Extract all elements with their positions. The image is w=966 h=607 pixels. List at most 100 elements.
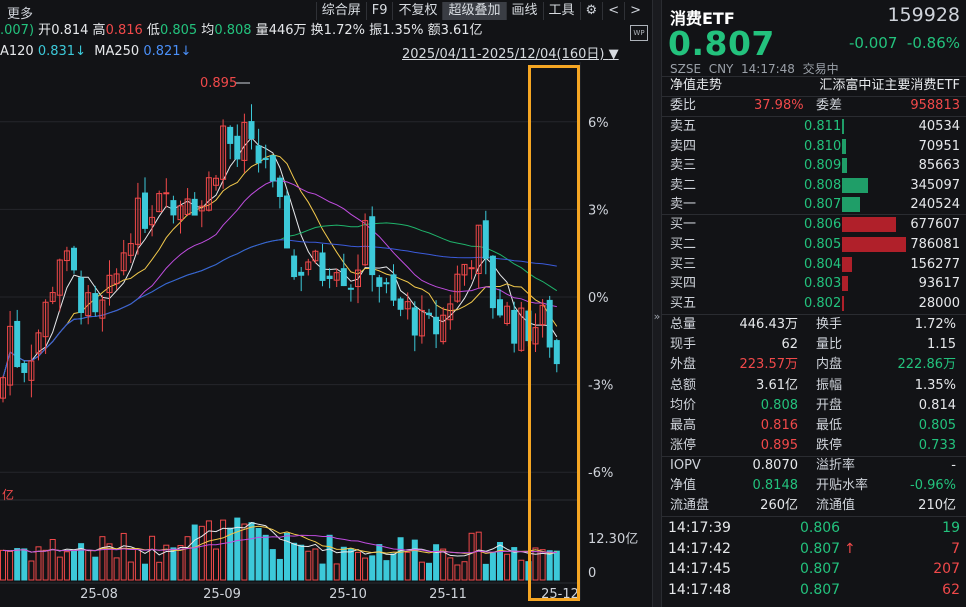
tick-time: 14:17:39: [668, 520, 731, 536]
date-range-selector[interactable]: 2025/04/11-2025/12/04(160日) ▼: [402, 43, 619, 62]
volume-bar: [454, 564, 461, 581]
candle-body: [28, 360, 35, 381]
volume-bar: [14, 548, 21, 581]
stat-label: 现手: [670, 337, 697, 353]
candle-body: [347, 287, 354, 290]
bid-volume-bar: [842, 276, 848, 292]
volume-bar: [319, 563, 326, 581]
chevron-left-icon[interactable]: <: [602, 2, 624, 20]
toolbar-overlay-button[interactable]: 超级叠加: [442, 2, 506, 20]
toolbar-tools-button[interactable]: 工具: [542, 2, 580, 20]
candle-body: [376, 277, 383, 287]
fund-name: 汇添富中证主要消费ETF: [819, 78, 960, 93]
avg-label: 均: [201, 23, 215, 38]
volume-bar: [298, 544, 305, 581]
toolbar-unadjusted-button[interactable]: 不复权: [392, 2, 442, 20]
ask-price: 0.809: [804, 158, 842, 173]
tick-volume: 7: [951, 540, 960, 557]
stat-value: 1.72%: [914, 317, 956, 332]
gear-icon[interactable]: ⚙: [579, 2, 603, 20]
chevron-right-icon[interactable]: >: [624, 2, 646, 20]
tab-nav-trend[interactable]: 净值走势: [670, 78, 723, 93]
ask-level-label: 卖三: [670, 158, 697, 173]
volume-bar: [475, 531, 482, 581]
volume-bar: [440, 548, 447, 581]
volume-bar: [191, 524, 198, 581]
candle-body: [120, 252, 127, 272]
tick-price: 0.807: [800, 561, 841, 577]
candle-body: [326, 275, 333, 280]
kline-chart[interactable]: 6% 3% 0% -3% -6% 12.30亿 0 亿 25-08 25-09 25-10 25-11…: [0, 0, 652, 607]
candle-body: [440, 314, 447, 343]
volume-bar: [227, 527, 234, 581]
candle-body: [369, 216, 376, 276]
vol-value: 446万: [268, 23, 307, 38]
bid-volume: 786081: [910, 236, 960, 252]
volume-bar: [390, 553, 397, 581]
avg-value: 0.808: [214, 23, 252, 38]
stat-value: 0.733: [918, 438, 956, 454]
volume-bar: [269, 549, 276, 581]
volume-bar: [482, 563, 489, 581]
more-button[interactable]: 更多: [7, 7, 34, 22]
bid-volume: 156277: [910, 256, 960, 272]
order-ratio-row: 委比 37.98% 委差 958813: [662, 96, 966, 116]
candle-body: [319, 252, 326, 281]
volume-bar: [418, 561, 425, 581]
toolbar-composite-button[interactable]: 综合屏: [315, 2, 366, 20]
amp-label: 振: [369, 23, 383, 38]
bid-level-label: 买二: [670, 236, 697, 252]
tick-time: 14:17:45: [668, 561, 731, 577]
volume-bar: [156, 561, 163, 581]
wp-icon[interactable]: WP: [630, 25, 648, 41]
bid-level-label: 买三: [670, 256, 697, 272]
stat-value: 0.8070: [752, 458, 799, 473]
chart-area[interactable]: 更多 综合屏 F9 不复权 超级叠加 画线 工具 ⚙ < > .007) 开0.…: [0, 0, 652, 607]
ask-price: 0.808: [804, 177, 842, 193]
volume-bar: [113, 557, 120, 581]
last-price: 0.807: [668, 24, 775, 63]
candle-body: [340, 268, 347, 287]
stat-value: 0.808: [760, 397, 798, 413]
volume-bar: [489, 552, 496, 581]
open-value: 0.814: [51, 23, 89, 38]
turnover-value: 1.72%: [323, 23, 365, 38]
volume-bar: [71, 549, 77, 581]
up-arrow-icon: ↑: [844, 540, 856, 557]
toolbar-draw-button[interactable]: 画线: [505, 2, 543, 20]
market-code: SZSE: [670, 62, 702, 76]
collapse-icon[interactable]: »: [653, 310, 661, 323]
toolbar-f9-button[interactable]: F9: [365, 2, 393, 20]
ask-volume-bar: [842, 119, 845, 134]
volume-bar: [347, 548, 354, 581]
nav-tab-row[interactable]: 净值走势 汇添富中证主要消费ETF: [662, 76, 966, 96]
trade-status: 交易中: [802, 62, 839, 76]
stat-label: 振幅: [816, 377, 843, 393]
stat-row: 最高 0.816 最低 0.805: [662, 416, 966, 436]
bid-row: 买五 0.802 28000: [662, 294, 966, 314]
candle-body: [333, 272, 340, 281]
stat-label: 最低: [816, 418, 843, 433]
panel-divider[interactable]: [652, 0, 662, 607]
volume-bar: [35, 546, 42, 581]
candle-body: [127, 243, 134, 256]
candle-body: [170, 200, 177, 216]
candle-body: [305, 261, 312, 270]
volume-bar: [241, 523, 248, 581]
low-label: 低: [146, 23, 160, 38]
ask-volume-bar: [842, 138, 846, 154]
stat-label: 总额: [670, 377, 697, 393]
volume-bar: [539, 549, 546, 581]
amount-value: 3.61亿: [440, 23, 483, 38]
volume-bar: [518, 559, 525, 581]
candle-body: [198, 205, 205, 212]
candle-body: [42, 301, 49, 338]
tick-row: 14:17:45 0.807 207: [662, 559, 966, 579]
volume-bar: [134, 549, 141, 581]
tick-price: 0.807: [800, 540, 841, 557]
bid-volume: 28000: [918, 296, 960, 312]
candle-body: [532, 327, 539, 345]
tick-price: 0.807: [800, 581, 841, 598]
volume-bar: [369, 555, 376, 581]
candle-body: [475, 224, 482, 275]
